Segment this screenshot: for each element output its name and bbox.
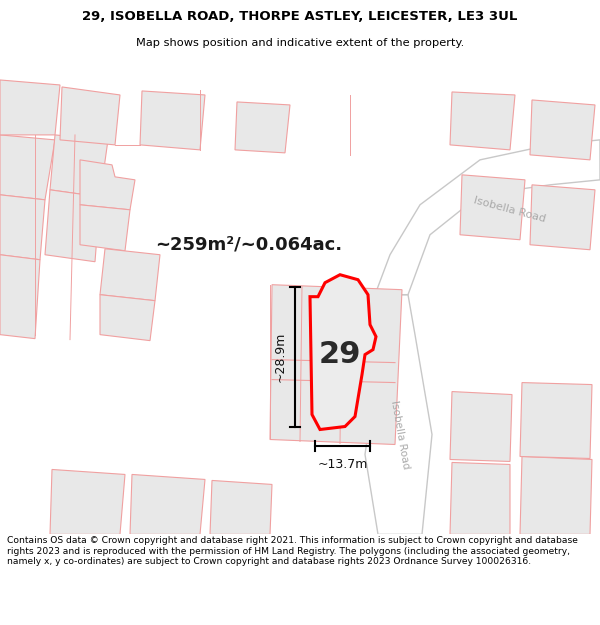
Polygon shape — [530, 185, 595, 250]
Polygon shape — [0, 255, 40, 339]
Polygon shape — [310, 275, 376, 429]
Polygon shape — [80, 205, 130, 251]
Polygon shape — [450, 462, 510, 534]
Text: Isobella Road: Isobella Road — [473, 196, 547, 224]
Polygon shape — [375, 140, 600, 294]
Polygon shape — [270, 285, 402, 444]
Polygon shape — [130, 474, 205, 534]
Polygon shape — [60, 87, 120, 145]
Polygon shape — [365, 294, 432, 534]
Polygon shape — [520, 382, 592, 459]
Polygon shape — [460, 175, 525, 240]
Text: Contains OS data © Crown copyright and database right 2021. This information is : Contains OS data © Crown copyright and d… — [7, 536, 578, 566]
Polygon shape — [235, 102, 290, 153]
Text: ~13.7m: ~13.7m — [317, 459, 368, 471]
Polygon shape — [0, 135, 55, 200]
Text: Isobella Road: Isobella Road — [389, 399, 411, 469]
Polygon shape — [100, 249, 160, 301]
Polygon shape — [45, 190, 100, 262]
Polygon shape — [210, 481, 272, 534]
Polygon shape — [450, 391, 512, 461]
Polygon shape — [50, 135, 108, 197]
Text: Map shows position and indicative extent of the property.: Map shows position and indicative extent… — [136, 38, 464, 48]
Polygon shape — [50, 469, 125, 534]
Polygon shape — [100, 294, 155, 341]
Polygon shape — [530, 100, 595, 160]
Polygon shape — [140, 91, 205, 150]
Text: ~259m²/~0.064ac.: ~259m²/~0.064ac. — [155, 236, 342, 254]
Polygon shape — [80, 160, 135, 210]
Text: 29, ISOBELLA ROAD, THORPE ASTLEY, LEICESTER, LE3 3UL: 29, ISOBELLA ROAD, THORPE ASTLEY, LEICES… — [82, 10, 518, 23]
Polygon shape — [0, 195, 45, 260]
Polygon shape — [520, 456, 592, 534]
Text: ~28.9m: ~28.9m — [274, 331, 287, 382]
Polygon shape — [450, 92, 515, 150]
Polygon shape — [0, 80, 60, 135]
Text: 29: 29 — [319, 340, 361, 369]
